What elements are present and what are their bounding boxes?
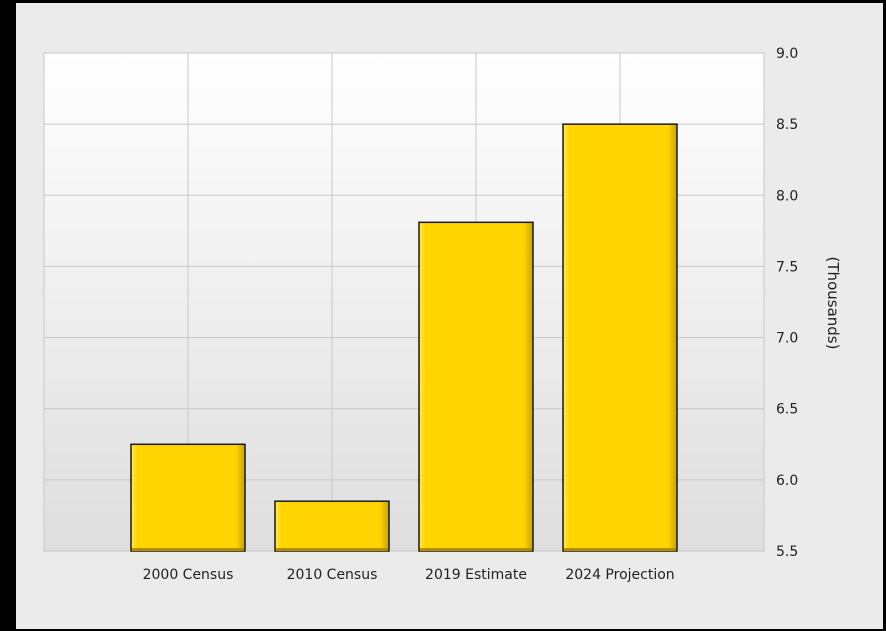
x-category-label: 2019 Estimate: [425, 567, 527, 583]
bar-base: [564, 548, 676, 551]
bar-rect: [130, 443, 246, 552]
bar-rect: [418, 221, 534, 552]
y-tick-label: 8.5: [776, 117, 798, 133]
y-tick-label: 7.0: [776, 331, 798, 347]
bar-base: [276, 548, 388, 551]
x-category-label: 2000 Census: [143, 567, 234, 583]
y-axis-ticks: 9.0 8.5 8.0 7.5 7.0 6.5 6.0 5.5: [776, 46, 798, 560]
bars: [130, 123, 678, 552]
bar-base: [132, 548, 244, 551]
bar-base: [420, 548, 532, 551]
x-axis-labels: 2000 Census 2010 Census 2019 Estimate 2024 …: [143, 567, 675, 583]
y-axis-title: (Thousands): [824, 257, 842, 350]
y-tick-label: 6.5: [776, 402, 798, 418]
bar: [274, 500, 390, 552]
y-tick-label: 9.0: [776, 46, 798, 62]
bar: [130, 443, 246, 552]
plot-border: [43, 52, 765, 552]
y-tick-label: 5.5: [776, 544, 798, 560]
x-category-label: 2024 Projection: [565, 567, 674, 583]
bar-rect: [274, 500, 390, 552]
bar: [418, 221, 534, 552]
y-tick-label: 7.5: [776, 259, 798, 275]
y-tick-label: 8.0: [776, 188, 798, 204]
x-category-label: 2010 Census: [287, 567, 378, 583]
chart-panel: 9.0 8.5 8.0 7.5 7.0 6.5 6.0 5.5 2000 Census 2010…: [16, 3, 883, 629]
y-tick-label: 6.0: [776, 473, 798, 489]
bar-chart: 9.0 8.5 8.0 7.5 7.0 6.5 6.0 5.5 2000 Census 2010…: [43, 46, 842, 583]
bar-rect: [562, 123, 678, 552]
bar: [562, 123, 678, 552]
